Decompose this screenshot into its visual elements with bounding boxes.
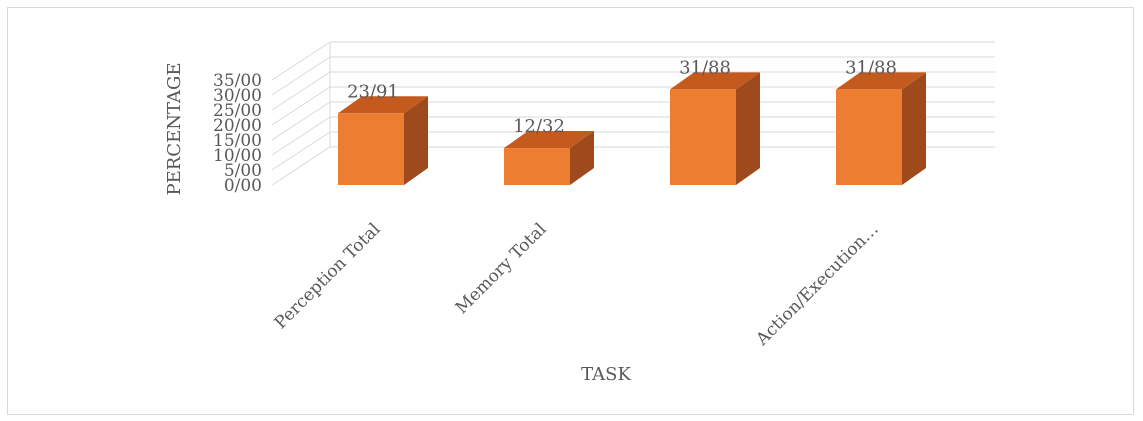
bar-data-label: 12/32 bbox=[513, 116, 565, 137]
y-tick-label: 20/00 bbox=[213, 116, 262, 136]
bar-side bbox=[736, 72, 760, 185]
gridline-side bbox=[271, 41, 331, 81]
gridline-side bbox=[271, 131, 331, 171]
bar-top bbox=[670, 72, 760, 90]
bar-data-label: 31/88 bbox=[845, 57, 897, 78]
bar-top bbox=[338, 96, 428, 114]
bar-side bbox=[570, 131, 594, 185]
bar bbox=[338, 113, 404, 185]
gridline-side bbox=[271, 116, 331, 156]
y-tick-label: 15/00 bbox=[213, 131, 262, 151]
x-category-label: Action/Execution… bbox=[752, 219, 883, 350]
y-tick-label: 10/00 bbox=[213, 146, 262, 166]
bar bbox=[670, 89, 736, 185]
y-tick-label: 25/00 bbox=[213, 101, 262, 121]
y-tick-label: 30/00 bbox=[213, 86, 262, 106]
bar bbox=[836, 89, 902, 185]
gridline-side bbox=[271, 146, 331, 186]
gridline-side bbox=[271, 56, 331, 96]
bar-top bbox=[836, 72, 926, 90]
y-tick-label: 0/00 bbox=[224, 176, 262, 196]
y-tick-label: 5/00 bbox=[224, 161, 262, 181]
bar-side bbox=[404, 96, 428, 185]
y-tick-label: 35/00 bbox=[213, 71, 262, 91]
gridline-side bbox=[271, 86, 331, 126]
bar bbox=[504, 148, 570, 185]
chart-bars: 23/91 12/32 31/88 31/88 bbox=[338, 57, 926, 185]
gridline-side bbox=[271, 101, 331, 141]
bar-side bbox=[902, 72, 926, 185]
x-axis-category-labels: Perception Total Memory Total Action/Execu… bbox=[271, 219, 883, 350]
y-axis-title: PERCENTAGE bbox=[164, 62, 185, 195]
x-category-label: Perception Total bbox=[271, 219, 385, 333]
bar-data-label: 31/88 bbox=[679, 57, 731, 78]
chart-frame: 0/00 5/00 10/00 15/00 20/00 25/00 30/00 35/00 2… bbox=[7, 7, 1134, 415]
gridline-side bbox=[271, 71, 331, 111]
bar-top bbox=[504, 131, 594, 149]
x-category-label: Memory Total bbox=[452, 219, 551, 318]
x-axis-title: TASK bbox=[581, 364, 631, 385]
bar-data-label: 23/91 bbox=[347, 81, 399, 102]
